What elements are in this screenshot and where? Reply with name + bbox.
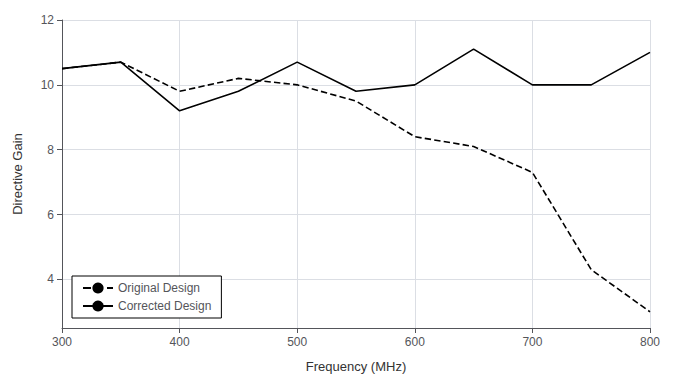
svg-text:12: 12 — [41, 13, 55, 27]
svg-text:10: 10 — [41, 78, 55, 92]
svg-text:500: 500 — [287, 335, 307, 349]
svg-text:300: 300 — [52, 335, 72, 349]
svg-text:8: 8 — [47, 143, 54, 157]
svg-text:4: 4 — [47, 272, 54, 286]
svg-text:Original Design: Original Design — [118, 281, 200, 295]
svg-text:Corrected Design: Corrected Design — [118, 299, 211, 313]
svg-text:700: 700 — [522, 335, 542, 349]
svg-text:400: 400 — [170, 335, 190, 349]
svg-text:6: 6 — [47, 208, 54, 222]
svg-text:Frequency (MHz): Frequency (MHz) — [306, 359, 406, 374]
svg-text:600: 600 — [405, 335, 425, 349]
svg-text:Directive Gain: Directive Gain — [10, 133, 25, 215]
svg-text:800: 800 — [640, 335, 660, 349]
